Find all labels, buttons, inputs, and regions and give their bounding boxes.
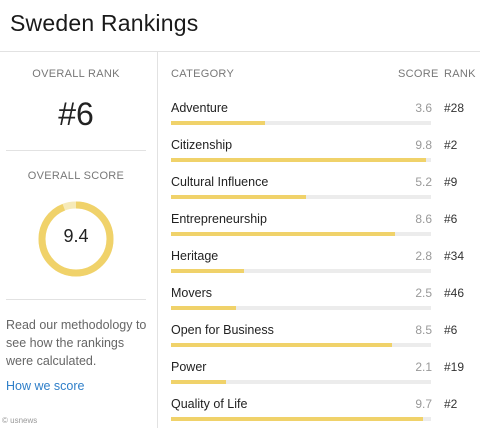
score-bar-fill bbox=[171, 306, 236, 310]
score-bar-track bbox=[171, 158, 431, 162]
score-bar-track bbox=[171, 417, 431, 421]
category-name: Power bbox=[171, 360, 207, 374]
methodology-text: Read our methodology to see how the rank… bbox=[6, 318, 147, 368]
overall-score-label: OVERALL SCORE bbox=[27, 170, 125, 182]
score-column-header: SCORE bbox=[398, 68, 439, 80]
category-rank: #2 bbox=[444, 138, 458, 152]
score-bar-fill bbox=[171, 417, 424, 421]
overall-score-value: 9.4 bbox=[63, 226, 89, 246]
category-score: 2.5 bbox=[415, 286, 432, 300]
category-score: 5.2 bbox=[415, 175, 432, 189]
watermark: © usnews bbox=[2, 416, 38, 425]
score-bar-fill bbox=[171, 343, 392, 347]
table-row: Heritage 2.8 #34 bbox=[171, 249, 471, 286]
table-row: Entrepreneurship 8.6 #6 bbox=[171, 212, 471, 249]
table-row: Cultural Influence 5.2 #9 bbox=[171, 175, 471, 212]
category-rank: #19 bbox=[444, 360, 465, 374]
score-bar-fill bbox=[171, 269, 244, 273]
category-score: 8.6 bbox=[415, 212, 432, 226]
category-rank: #34 bbox=[444, 249, 465, 263]
score-bar-track bbox=[171, 232, 431, 236]
rank-column-header: RANK bbox=[444, 68, 476, 80]
category-name: Entrepreneurship bbox=[171, 212, 267, 226]
table-row: Citizenship 9.8 #2 bbox=[171, 138, 471, 175]
summary-panel: OVERALL RANK #6 OVERALL SCORE 9.4 Read o… bbox=[0, 52, 158, 428]
category-score: 2.1 bbox=[415, 360, 432, 374]
category-score: 9.7 bbox=[415, 397, 432, 411]
category-rank: #46 bbox=[444, 286, 465, 300]
category-score: 8.5 bbox=[415, 323, 432, 337]
category-name: Cultural Influence bbox=[171, 175, 269, 189]
category-rank: #28 bbox=[444, 101, 465, 115]
category-name: Citizenship bbox=[171, 138, 233, 152]
table-row: Power 2.1 #19 bbox=[171, 360, 471, 397]
category-rank: #2 bbox=[444, 397, 458, 411]
overall-rank-value: #6 bbox=[58, 96, 94, 132]
table-row: Movers 2.5 #46 bbox=[171, 286, 471, 323]
table-row: Quality of Life 9.7 #2 bbox=[171, 397, 471, 428]
score-bar-fill bbox=[171, 121, 265, 125]
category-rank: #6 bbox=[444, 212, 458, 226]
score-bar-track bbox=[171, 269, 431, 273]
category-rank: #9 bbox=[444, 175, 458, 189]
score-bar-track bbox=[171, 343, 431, 347]
category-name: Heritage bbox=[171, 249, 219, 263]
category-column-header: CATEGORY bbox=[171, 68, 235, 80]
score-bar-track bbox=[171, 195, 431, 199]
category-name: Quality of Life bbox=[171, 397, 248, 411]
overall-rank-label: OVERALL RANK bbox=[32, 68, 120, 80]
score-bar-fill bbox=[171, 158, 426, 162]
score-ring-fill bbox=[38, 201, 114, 277]
category-name: Open for Business bbox=[171, 323, 274, 337]
category-score: 9.8 bbox=[415, 138, 432, 152]
table-row: Adventure 3.6 #28 bbox=[171, 101, 471, 138]
score-bar-track bbox=[171, 306, 431, 310]
score-bar-fill bbox=[171, 232, 395, 236]
divider bbox=[6, 150, 146, 151]
category-name: Movers bbox=[171, 286, 212, 300]
how-we-score-link[interactable]: How we score bbox=[6, 379, 85, 393]
page-header: Sweden Rankings bbox=[0, 0, 480, 52]
score-ring bbox=[38, 201, 114, 277]
category-name: Adventure bbox=[171, 101, 228, 115]
category-rank: #6 bbox=[444, 323, 458, 337]
score-bar-fill bbox=[171, 380, 226, 384]
page-title: Sweden Rankings bbox=[10, 10, 199, 36]
score-bar-track bbox=[171, 121, 431, 125]
score-bar-fill bbox=[171, 195, 307, 199]
table-row: Open for Business 8.5 #6 bbox=[171, 323, 471, 360]
score-bar-track bbox=[171, 380, 431, 384]
divider bbox=[6, 299, 146, 300]
category-score: 2.8 bbox=[415, 249, 432, 263]
category-score: 3.6 bbox=[415, 101, 432, 115]
